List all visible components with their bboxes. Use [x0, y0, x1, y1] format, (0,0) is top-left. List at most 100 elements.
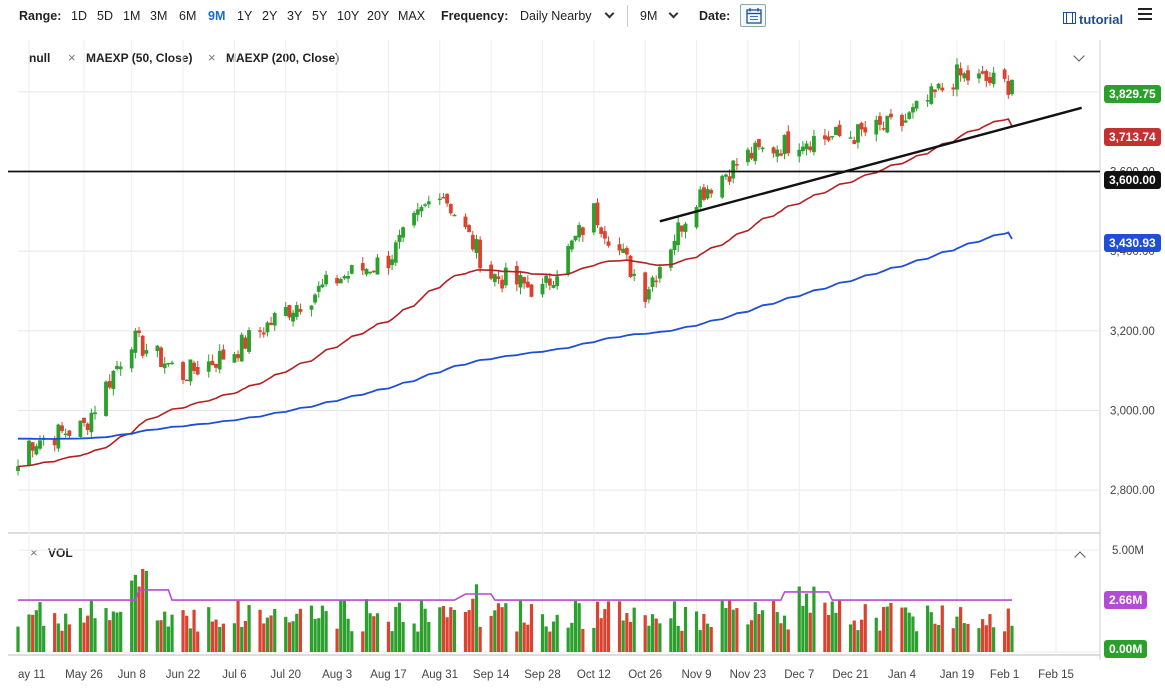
ma50-line [17, 118, 1013, 468]
range-5y[interactable]: 5Y [312, 9, 328, 23]
range-9m[interactable]: 9M [208, 9, 226, 23]
range-max[interactable]: MAX [398, 9, 426, 23]
candle-body [834, 126, 838, 136]
volume-bar [243, 620, 248, 652]
volume-bar [170, 614, 174, 652]
range-2y[interactable]: 2Y [262, 9, 278, 23]
candle-body [360, 263, 365, 271]
close-icon[interactable]: × [30, 545, 38, 560]
candle-body [217, 350, 222, 370]
candle-body [188, 359, 193, 382]
range-1y[interactable]: 1Y [237, 9, 253, 23]
range-10y[interactable]: 10Y [337, 9, 360, 23]
period-select[interactable]: 9M [640, 9, 658, 23]
volume-bar [489, 615, 493, 652]
volume-bar [133, 574, 137, 652]
volume-bar [218, 626, 222, 652]
volume-bar [643, 615, 647, 652]
range-3m[interactable]: 3M [150, 9, 168, 23]
volume-bar [463, 611, 468, 652]
candle-body [107, 380, 112, 388]
candle-body [137, 330, 141, 333]
candle-body [782, 134, 787, 155]
candle-body [808, 146, 813, 151]
volume-bar [287, 622, 292, 652]
candle-body [258, 330, 262, 332]
calendar-icon[interactable] [740, 4, 766, 27]
candle-body [962, 73, 967, 79]
volume-label: VOL [48, 546, 73, 560]
range-5d[interactable]: 5D [97, 9, 113, 23]
volume-bar [592, 627, 596, 652]
x-tick-label: Nov 9 [682, 669, 712, 681]
tutorial-link[interactable]: tutorial [1079, 12, 1124, 27]
candle-body [309, 305, 314, 310]
volume-bar [67, 624, 71, 652]
candle-body [936, 83, 941, 89]
candle-body [672, 241, 677, 251]
x-tick-label: Oct 12 [577, 669, 611, 681]
range-1d[interactable]: 1D [71, 9, 87, 23]
candle-body [470, 234, 475, 250]
candle-body [159, 347, 163, 367]
volume-bar [320, 605, 325, 652]
candle-body [812, 135, 816, 153]
candle-body [544, 275, 549, 283]
candle-body [801, 146, 805, 152]
volume-bar [720, 600, 724, 652]
candle-body [701, 187, 706, 200]
volume-bar [680, 630, 684, 652]
x-tick-label: May 26 [65, 669, 103, 681]
x-tick-label: Feb 15 [1038, 669, 1074, 681]
film-icon[interactable] [1063, 12, 1076, 27]
volume-bar [221, 623, 225, 652]
volume-bar [529, 604, 534, 652]
candle-body [111, 370, 116, 390]
volume-bar [188, 628, 192, 652]
volume-bar [848, 624, 853, 652]
candle-body [375, 257, 380, 275]
frequency-select[interactable]: Daily Nearby [520, 9, 592, 23]
candle-body [1006, 81, 1011, 95]
candle-body [463, 216, 468, 228]
volume-last-badge: 0.00M [1104, 640, 1148, 658]
volume-bar [981, 619, 985, 652]
range-6m[interactable]: 6M [179, 9, 197, 23]
volume-bar [621, 620, 625, 652]
candle-body [602, 231, 607, 239]
range-3y[interactable]: 3Y [287, 9, 303, 23]
volume-bar [548, 631, 552, 652]
volume-bar [53, 613, 57, 652]
close-icon[interactable]: × [208, 50, 216, 65]
volume-bar [907, 612, 911, 652]
volume-bar [566, 627, 570, 652]
volume-bar [874, 617, 878, 652]
candle-body [925, 100, 930, 102]
candle-body [489, 264, 494, 279]
volume-bar [141, 569, 145, 652]
candle-body [852, 140, 857, 145]
volume-bar [904, 607, 908, 652]
candle-body [272, 313, 277, 326]
volume-bar [210, 621, 214, 652]
volume-bar [599, 618, 603, 652]
candle-body [837, 124, 842, 137]
volume-bar [757, 613, 761, 652]
volume-bar [364, 599, 369, 652]
menu-icon[interactable] [1138, 8, 1152, 20]
candle-body [878, 116, 882, 125]
volume-bar [240, 626, 244, 652]
range-1m[interactable]: 1M [123, 9, 141, 23]
candle-body [320, 284, 325, 288]
range-20y[interactable]: 20Y [367, 9, 390, 23]
volume-bar [93, 618, 97, 652]
close-icon[interactable]: × [68, 50, 76, 65]
candle-body [368, 271, 373, 274]
volume-bar [1006, 608, 1010, 652]
candle-body [195, 366, 200, 375]
candle-body [643, 272, 648, 302]
volume-bar [416, 631, 420, 652]
volume-bar [966, 623, 970, 652]
volume-bar [16, 626, 20, 652]
